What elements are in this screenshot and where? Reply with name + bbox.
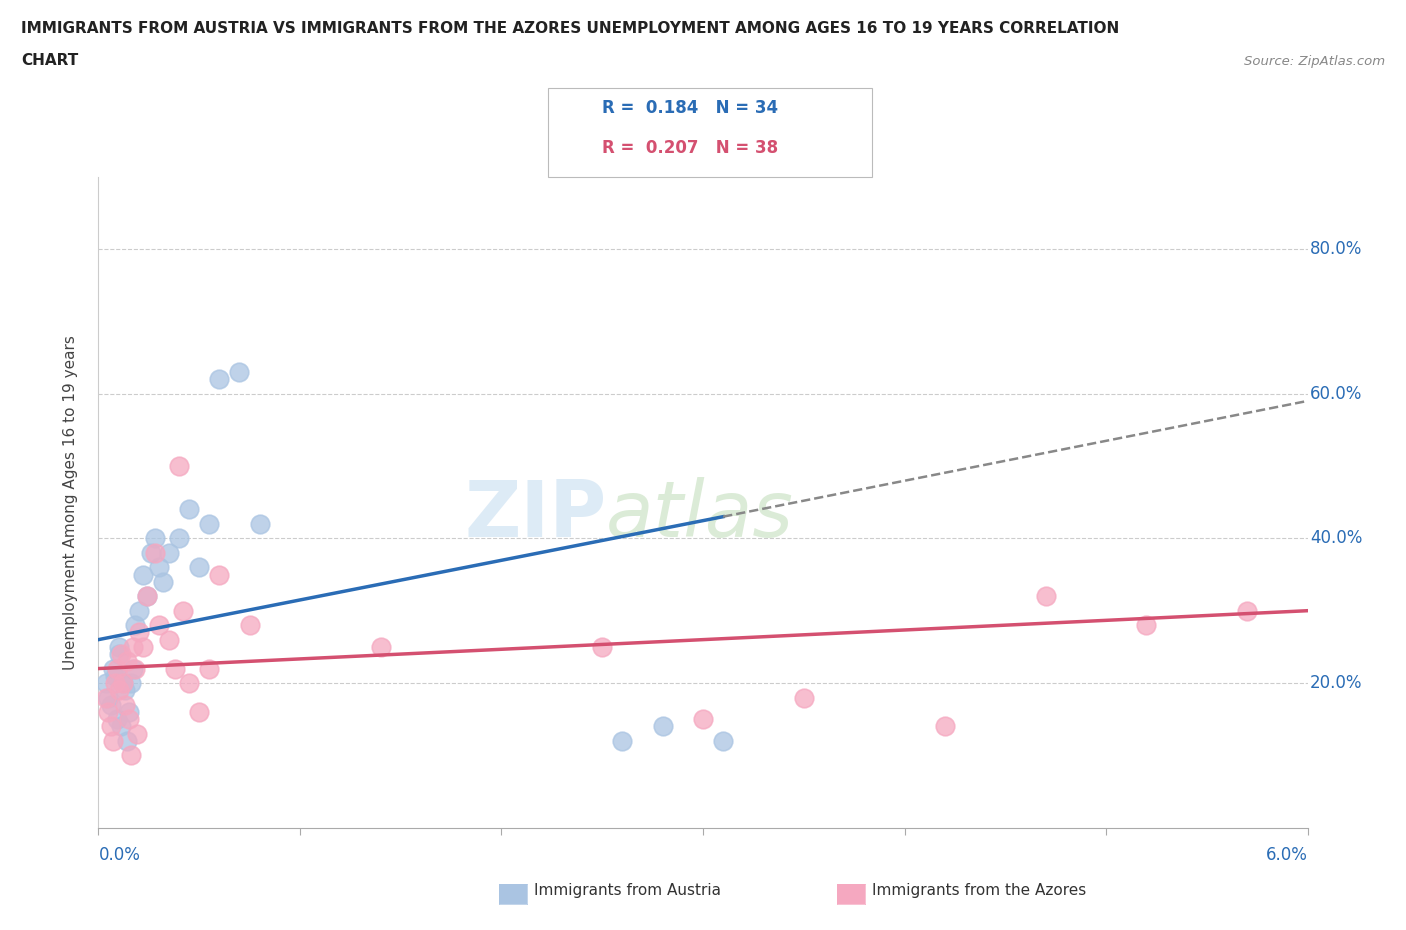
Point: [157, 545, 180, 560]
Text: ZIP: ZIP: [464, 477, 606, 553]
Point: [179, 675, 201, 690]
Point: [228, 365, 250, 379]
Text: 20.0%: 20.0%: [1310, 674, 1362, 692]
Point: [143, 545, 166, 560]
Point: [179, 502, 201, 517]
Point: [198, 516, 221, 531]
Point: [239, 618, 262, 632]
Point: [148, 560, 170, 575]
Point: [103, 669, 125, 684]
Point: [135, 589, 157, 604]
Point: [1035, 589, 1057, 604]
Point: [107, 640, 129, 655]
Text: 40.0%: 40.0%: [1310, 529, 1362, 548]
Point: [120, 748, 142, 763]
Point: [167, 531, 190, 546]
Point: [96, 690, 118, 705]
Point: [114, 683, 136, 698]
Point: [370, 640, 392, 655]
Text: 6.0%: 6.0%: [1265, 846, 1308, 864]
Point: [128, 604, 150, 618]
Point: [692, 711, 714, 726]
Point: [612, 734, 634, 749]
Text: Immigrants from the Azores: Immigrants from the Azores: [872, 883, 1085, 897]
Point: [101, 661, 124, 676]
Point: [651, 719, 673, 734]
Point: [132, 640, 155, 655]
Point: [97, 705, 120, 720]
Point: [188, 560, 211, 575]
Point: [152, 575, 174, 590]
Point: [121, 661, 143, 676]
Point: [96, 675, 118, 690]
Text: CHART: CHART: [21, 53, 79, 68]
Text: IMMIGRANTS FROM AUSTRIA VS IMMIGRANTS FROM THE AZORES UNEMPLOYMENT AMONG AGES 16: IMMIGRANTS FROM AUSTRIA VS IMMIGRANTS FR…: [21, 20, 1119, 35]
Point: [111, 675, 134, 690]
Point: [105, 661, 128, 676]
Point: [163, 661, 186, 676]
Point: [934, 719, 956, 734]
Text: 80.0%: 80.0%: [1310, 240, 1362, 258]
Point: [591, 640, 613, 655]
Point: [157, 632, 180, 647]
Point: [103, 675, 125, 690]
Point: [148, 618, 170, 632]
Point: [128, 625, 150, 640]
Point: [101, 734, 124, 749]
Text: 60.0%: 60.0%: [1310, 385, 1362, 403]
Point: [115, 654, 138, 669]
Point: [118, 711, 141, 726]
Y-axis label: Unemployment Among Ages 16 to 19 years: Unemployment Among Ages 16 to 19 years: [63, 335, 79, 670]
Point: [105, 711, 128, 726]
Point: [135, 589, 157, 604]
Point: [1135, 618, 1157, 632]
Point: [107, 646, 129, 661]
Point: [125, 726, 148, 741]
Point: [115, 734, 138, 749]
Point: [793, 690, 815, 705]
Point: [172, 604, 194, 618]
Point: [97, 690, 120, 705]
Point: [132, 567, 155, 582]
Point: [121, 640, 143, 655]
Point: [143, 531, 166, 546]
Point: [208, 567, 231, 582]
Point: [124, 618, 146, 632]
Point: [124, 661, 146, 676]
Text: Source: ZipAtlas.com: Source: ZipAtlas.com: [1244, 55, 1385, 68]
Point: [198, 661, 221, 676]
Point: [120, 675, 142, 690]
Point: [1236, 604, 1258, 618]
Point: [114, 698, 136, 712]
Point: [208, 372, 231, 387]
Point: [110, 719, 132, 734]
Point: [111, 675, 134, 690]
Point: [167, 458, 190, 473]
Point: [249, 516, 271, 531]
Point: [107, 683, 129, 698]
Point: [139, 545, 162, 560]
Text: R =  0.207   N = 38: R = 0.207 N = 38: [602, 139, 778, 156]
Point: [188, 705, 211, 720]
Point: [100, 719, 122, 734]
Point: [100, 698, 122, 712]
Point: [118, 705, 141, 720]
Point: [110, 646, 132, 661]
Point: [711, 734, 734, 749]
Text: R =  0.184   N = 34: R = 0.184 N = 34: [602, 100, 778, 117]
Text: Immigrants from Austria: Immigrants from Austria: [534, 883, 721, 897]
Text: 0.0%: 0.0%: [98, 846, 141, 864]
Text: atlas: atlas: [606, 477, 794, 553]
